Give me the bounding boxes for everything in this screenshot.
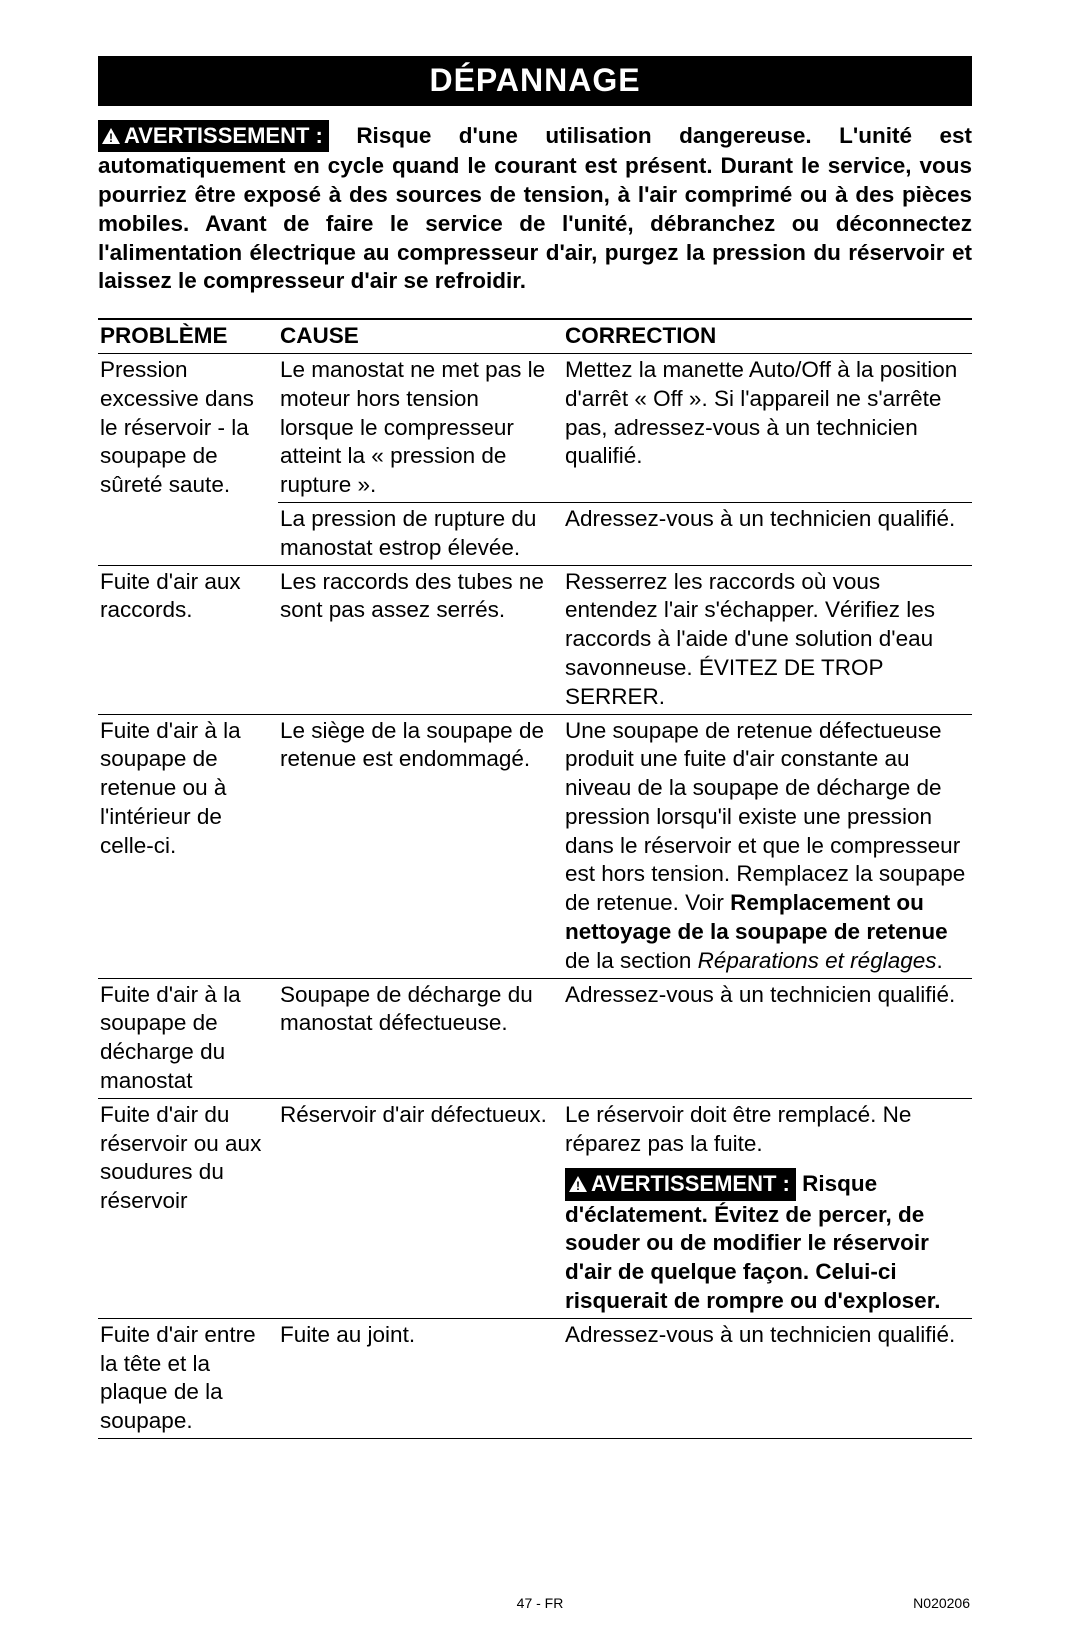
cell-problem: Pression excessive dans le réservoir - l… [98, 353, 278, 565]
cell-correction: Resserrez les raccords où vous entendez … [563, 565, 972, 714]
table-row: Fuite d'air aux raccords. Les raccords d… [98, 565, 972, 714]
table-row: Pression excessive dans le réservoir - l… [98, 353, 972, 502]
corr-text: . [937, 948, 943, 973]
cell-cause: Les raccords des tubes ne sont pas assez… [278, 565, 563, 714]
intro-lead: Risque d'une utilisation dangereuse. [356, 123, 811, 148]
svg-text:!: ! [576, 1179, 580, 1192]
warning-label-text: AVERTISSEMENT : [124, 123, 323, 148]
cell-problem: Fuite d'air à la soupape de décharge du … [98, 978, 278, 1098]
inline-warning: ! AVERTISSEMENT : Risque d'éclatement. É… [565, 1168, 966, 1315]
warning-triangle-icon: ! [102, 123, 120, 151]
cell-correction: Mettez la manette Auto/Off à la position… [563, 353, 972, 502]
page-number: 47 - FR [517, 1595, 564, 1611]
warning-label-text: AVERTISSEMENT : [591, 1171, 790, 1196]
cell-cause: Le siège de la soupape de retenue est en… [278, 714, 563, 978]
warning-triangle-icon: ! [569, 1171, 587, 1199]
cell-problem: Fuite d'air entre la tête et la plaque d… [98, 1318, 278, 1438]
header-cause: CAUSE [278, 319, 563, 353]
cell-correction: Adressez-vous à un technicien qualifié. [563, 978, 972, 1098]
cell-cause: Fuite au joint. [278, 1318, 563, 1438]
cell-correction: Le réservoir doit être remplacé. Ne répa… [563, 1098, 972, 1318]
table-row: Fuite d'air entre la tête et la plaque d… [98, 1318, 972, 1438]
cell-cause: Le manostat ne met pas le moteur hors te… [278, 353, 563, 502]
corr-text: de la section [565, 948, 698, 973]
cell-cause: Réservoir d'air défectueux. [278, 1098, 563, 1318]
corr-text: Le réservoir doit être remplacé. Ne répa… [565, 1101, 966, 1159]
intro-warning-paragraph: ! AVERTISSEMENT : Risque d'une utilisati… [98, 120, 972, 296]
cell-cause: Soupape de décharge du manostat défectue… [278, 978, 563, 1098]
document-code: N020206 [913, 1595, 970, 1611]
table-header-row: PROBLÈME CAUSE CORRECTION [98, 319, 972, 353]
cell-problem: Fuite d'air aux raccords. [98, 565, 278, 714]
troubleshooting-table: PROBLÈME CAUSE CORRECTION Pression exces… [98, 318, 972, 1439]
table-row: Fuite d'air à la soupape de décharge du … [98, 978, 972, 1098]
cell-problem: Fuite d'air du réservoir ou aux soudures… [98, 1098, 278, 1318]
header-correction: CORRECTION [563, 319, 972, 353]
table-row: Fuite d'air à la soupape de retenue ou à… [98, 714, 972, 978]
cell-correction: Une soupape de retenue défectueuse produ… [563, 714, 972, 978]
cell-cause: La pression de rupture du manostat estro… [278, 502, 563, 565]
header-problem: PROBLÈME [98, 319, 278, 353]
table-row: Fuite d'air du réservoir ou aux soudures… [98, 1098, 972, 1318]
manual-page: DÉPANNAGE ! AVERTISSEMENT : Risque d'une… [0, 0, 1080, 1643]
warning-badge: ! AVERTISSEMENT : [98, 120, 329, 152]
cell-problem: Fuite d'air à la soupape de retenue ou à… [98, 714, 278, 978]
section-title: DÉPANNAGE [98, 56, 972, 106]
corr-italic: Réparations et réglages [698, 948, 937, 973]
cell-correction: Adressez-vous à un technicien qualifié. [563, 502, 972, 565]
corr-text: Une soupape de retenue défectueuse produ… [565, 718, 965, 916]
svg-text:!: ! [109, 131, 113, 144]
warning-badge: ! AVERTISSEMENT : [565, 1168, 796, 1200]
cell-correction: Adressez-vous à un technicien qualifié. [563, 1318, 972, 1438]
